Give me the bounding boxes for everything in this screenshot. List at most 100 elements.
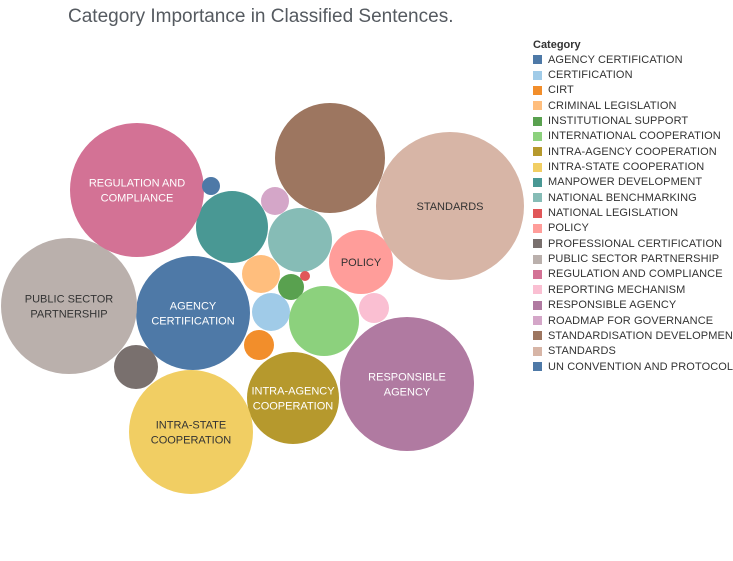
legend-item-cirt[interactable]: CIRT (533, 83, 733, 98)
bubble-regulation-and-compliance[interactable] (70, 123, 204, 257)
bubble-label-policy: POLICY (341, 257, 382, 269)
bubble-responsible-agency[interactable] (340, 317, 474, 451)
legend-swatch (533, 300, 542, 310)
legend-item-national-benchmarking[interactable]: NATIONAL BENCHMARKING (533, 190, 733, 205)
legend-swatch (533, 362, 542, 372)
legend-label: REGULATION AND COMPLIANCE (548, 268, 723, 281)
legend-item-regulation-and-compliance[interactable]: REGULATION AND COMPLIANCE (533, 267, 733, 282)
legend-swatch (533, 239, 542, 249)
bubble-label-intra-state-cooperation: COOPERATION (151, 435, 232, 447)
legend-item-un-convention-and-protocol[interactable]: UN CONVENTION AND PROTOCOL (533, 359, 733, 374)
bubble-national-legislation[interactable] (300, 271, 310, 281)
bubble-label-agency-certification: CERTIFICATION (151, 316, 234, 328)
legend-item-standards[interactable]: STANDARDS (533, 344, 733, 359)
legend-item-reporting-mechanism[interactable]: REPORTING MECHANISM (533, 282, 733, 297)
legend-label: INTERNATIONAL COOPERATION (548, 130, 721, 143)
legend-swatch (533, 101, 542, 111)
legend-swatch (533, 193, 542, 203)
bubble-chart: AGENCY CERTIFICATION INTRA-AGENCY COOPERATI… (1, 103, 524, 494)
legend-swatch (533, 346, 542, 356)
legend-swatch (533, 70, 542, 80)
legend-swatch (533, 162, 542, 172)
legend-swatch (533, 55, 542, 65)
legend-label: REPORTING MECHANISM (548, 283, 686, 296)
legend-label: RESPONSIBLE AGENCY (548, 299, 677, 312)
legend-item-intra-state-cooperation[interactable]: INTRA-STATE COOPERATION (533, 159, 733, 174)
legend-item-international-cooperation[interactable]: INTERNATIONAL COOPERATION (533, 129, 733, 144)
bubble-agency-certification[interactable] (136, 256, 250, 370)
legend-item-agency-certification[interactable]: AGENCY CERTIFICATION (533, 52, 733, 67)
bubble-label-intra-agency-cooperation: INTRA-AGENCY (251, 386, 335, 398)
bubble-label-intra-state-cooperation: INTRA-STATE (156, 420, 226, 432)
legend-swatch (533, 285, 542, 295)
legend-item-policy[interactable]: POLICY (533, 221, 733, 236)
legend-label: CERTIFICATION (548, 69, 633, 82)
bubble-roadmap-for-governance[interactable] (261, 187, 289, 215)
legend-label: INTRA-STATE COOPERATION (548, 161, 705, 174)
legend-swatch (533, 131, 542, 141)
bubble-intra-state-cooperation[interactable] (129, 370, 253, 494)
bubble-manpower-development[interactable] (196, 191, 268, 263)
legend-label: STANDARDS (548, 345, 616, 358)
legend-item-standardisation-development[interactable]: STANDARDISATION DEVELOPMENT (533, 328, 733, 343)
legend-item-national-legislation[interactable]: NATIONAL LEGISLATION (533, 205, 733, 220)
legend-item-manpower-development[interactable]: MANPOWER DEVELOPMENT (533, 175, 733, 190)
bubble-label-public-sector-partnership: PARTNERSHIP (30, 309, 107, 321)
chart-title: Category Importance in Classified Senten… (68, 6, 454, 27)
bubble-label-standards: STANDARDS (416, 201, 483, 213)
legend-label: NATIONAL BENCHMARKING (548, 191, 697, 204)
legend-swatch (533, 269, 542, 279)
bubble-cirt[interactable] (244, 330, 274, 360)
legend-label: NATIONAL LEGISLATION (548, 207, 679, 220)
legend-swatch (533, 316, 542, 326)
legend-item-responsible-agency[interactable]: RESPONSIBLE AGENCY (533, 298, 733, 313)
legend-label: PROFESSIONAL CERTIFICATION (548, 237, 723, 250)
legend-item-professional-certification[interactable]: PROFESSIONAL CERTIFICATION (533, 236, 733, 251)
bubble-institutional-support[interactable] (278, 274, 304, 300)
legend-label: UN CONVENTION AND PROTOCOL (548, 360, 733, 373)
bubble-intra-agency-cooperation[interactable] (247, 352, 339, 444)
legend-swatch (533, 147, 542, 157)
legend-swatch (533, 331, 542, 341)
legend-label: INTRA-AGENCY COOPERATION (548, 145, 717, 158)
legend-label: INSTITUTIONAL SUPPORT (548, 115, 689, 128)
bubble-label-responsible-agency: AGENCY (384, 387, 431, 399)
legend-item-intra-agency-cooperation[interactable]: INTRA-AGENCY COOPERATION (533, 144, 733, 159)
bubble-professional-certification[interactable] (114, 345, 158, 389)
legend-item-criminal-legislation[interactable]: CRIMINAL LEGISLATION (533, 98, 733, 113)
bubble-certification[interactable] (252, 293, 290, 331)
bubble-label-regulation-and-compliance: COMPLIANCE (101, 193, 174, 205)
bubble-national-benchmarking[interactable] (268, 208, 332, 272)
legend-swatch (533, 208, 542, 218)
legend-label: AGENCY CERTIFICATION (548, 53, 683, 66)
legend-item-roadmap-for-governance[interactable]: ROADMAP FOR GOVERNANCE (533, 313, 733, 328)
legend-label: ROADMAP FOR GOVERNANCE (548, 314, 714, 327)
legend-label: PUBLIC SECTOR PARTNERSHIP (548, 253, 720, 266)
legend-label: CIRT (548, 84, 574, 97)
legend-label: STANDARDISATION DEVELOPMENT (548, 329, 733, 342)
legend-item-institutional-support[interactable]: INSTITUTIONAL SUPPORT (533, 113, 733, 128)
bubble-label-agency-certification: AGENCY (170, 301, 217, 313)
legend-item-public-sector-partnership[interactable]: PUBLIC SECTOR PARTNERSHIP (533, 251, 733, 266)
legend-swatch (533, 254, 542, 264)
legend: Category AGENCY CERTIFICATION CERTIFICATI… (533, 38, 733, 374)
bubble-public-sector-partnership[interactable] (1, 238, 137, 374)
bubble-standardisation-development[interactable] (275, 103, 385, 213)
legend-items: AGENCY CERTIFICATION CERTIFICATION CIRT CRI… (533, 52, 733, 374)
legend-swatch (533, 223, 542, 233)
bubble-policy[interactable] (329, 230, 393, 294)
bubble-label-responsible-agency: RESPONSIBLE (368, 372, 446, 384)
bubble-standards[interactable] (376, 132, 524, 280)
bubble-criminal-legislation[interactable] (242, 255, 280, 293)
legend-swatch (533, 85, 542, 95)
bubble-international-cooperation[interactable] (289, 286, 359, 356)
legend-label: MANPOWER DEVELOPMENT (548, 176, 703, 189)
bubble-label-regulation-and-compliance: REGULATION AND (89, 178, 185, 190)
legend-item-certification[interactable]: CERTIFICATION (533, 67, 733, 82)
legend-label: POLICY (548, 222, 589, 235)
bubble-label-intra-agency-cooperation: COOPERATION (253, 401, 334, 413)
bubble-un-convention-and-protocol[interactable] (202, 177, 220, 195)
bubble-reporting-mechanism[interactable] (359, 293, 389, 323)
legend-label: CRIMINAL LEGISLATION (548, 99, 677, 112)
legend-swatch (533, 177, 542, 187)
